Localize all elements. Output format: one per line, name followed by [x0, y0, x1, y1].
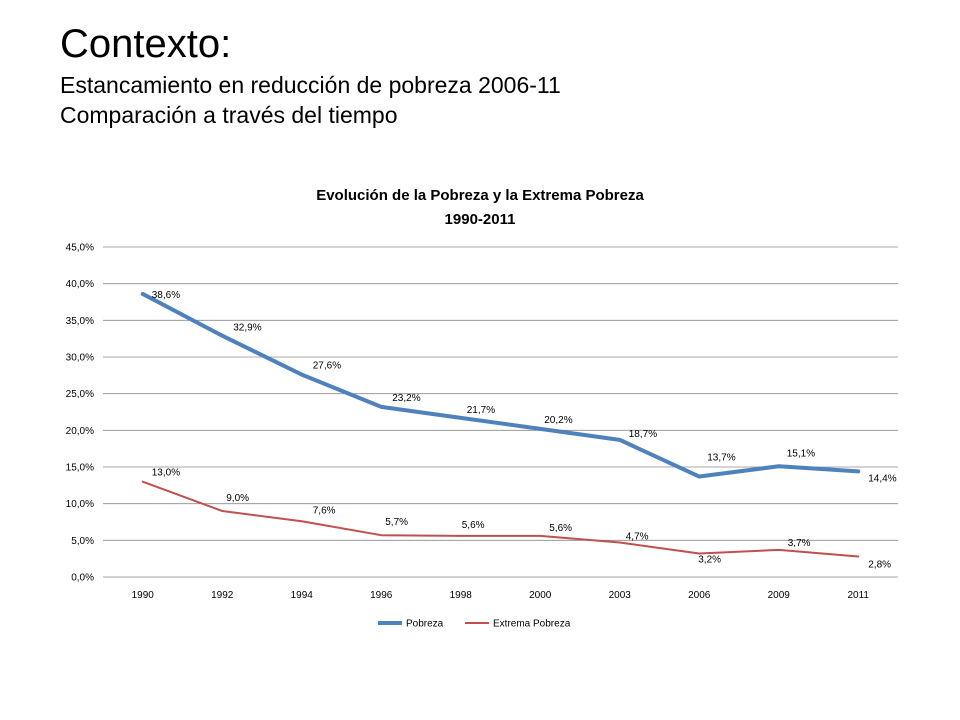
- x-tick-label: 1994: [291, 590, 314, 601]
- x-axis: 1990 1992 1994 1996 1998 2000 2003 2006 2009 2011: [132, 590, 870, 601]
- y-tick-label: 10,0%: [66, 499, 94, 510]
- data-label: 2,8%: [868, 559, 891, 570]
- x-tick-label: 2009: [768, 590, 791, 601]
- data-label: 15,1%: [787, 448, 815, 459]
- data-label: 32,9%: [233, 323, 261, 334]
- series-line: [141, 480, 860, 558]
- chart-gridlines: [103, 246, 898, 578]
- y-tick-label: 40,0%: [66, 279, 94, 290]
- data-label: 13,7%: [707, 453, 735, 464]
- data-label: 18,7%: [629, 429, 657, 440]
- y-tick-label: 35,0%: [66, 316, 94, 327]
- data-label: 7,6%: [313, 505, 336, 516]
- x-tick-label: 1998: [450, 590, 473, 601]
- y-tick-label: 45,0%: [66, 243, 94, 254]
- legend-item: Extrema Pobreza: [465, 619, 571, 630]
- chart-legend: Pobreza Extrema Pobreza: [378, 619, 571, 630]
- data-label: 14,4%: [868, 473, 896, 484]
- slide-subtitle: Estancamiento en reducción de pobreza 20…: [60, 70, 561, 130]
- x-tick-label: 2011: [847, 590, 869, 601]
- y-tick-label: 0,0%: [71, 573, 94, 584]
- chart-series: 38,6% 32,9% 27,6% 23,2% 21,7% 20,2% 18,7% 13,7%…: [140, 290, 897, 570]
- data-label: 3,2%: [698, 555, 721, 566]
- y-tick-label: 20,0%: [66, 426, 94, 437]
- data-label: 20,2%: [544, 415, 572, 426]
- y-tick-label: 5,0%: [71, 536, 94, 547]
- x-tick-label: 1996: [370, 590, 393, 601]
- data-label: 5,6%: [462, 520, 485, 531]
- legend-label: Pobreza: [406, 619, 444, 630]
- x-tick-label: 1992: [211, 590, 234, 601]
- y-axis: 0,0% 5,0% 10,0% 15,0% 20,0% 25,0% 30,0% 35,0% 40…: [66, 243, 94, 584]
- chart-subtitle: 1990-2011: [445, 211, 516, 228]
- x-tick-label: 2006: [688, 590, 711, 601]
- data-label: 23,2%: [392, 393, 420, 404]
- x-tick-label: 2000: [529, 590, 552, 601]
- y-tick-label: 15,0%: [66, 463, 94, 474]
- chart-title: Evolución de la Pobreza y la Extrema Pob…: [316, 187, 644, 204]
- slide-title: Contexto:: [60, 22, 232, 66]
- series-extrema-pobreza: 13,0% 9,0% 7,6% 5,7% 5,6% 5,6% 4,7% 3,2% 3,7% 2,8…: [141, 468, 891, 570]
- series-pobreza: 38,6% 32,9% 27,6% 23,2% 21,7% 20,2% 18,7% 13,7%…: [140, 290, 897, 484]
- x-tick-label: 2003: [609, 590, 632, 601]
- data-label: 27,6%: [313, 361, 341, 372]
- series-line: [140, 291, 861, 479]
- data-label: 9,0%: [226, 493, 249, 504]
- data-label: 4,7%: [626, 532, 649, 543]
- data-label: 3,7%: [788, 538, 811, 549]
- data-label: 38,6%: [152, 290, 180, 301]
- data-label: 5,7%: [385, 517, 408, 528]
- y-tick-label: 25,0%: [66, 389, 94, 400]
- data-label: 21,7%: [467, 405, 495, 416]
- legend-item: Pobreza: [378, 619, 444, 630]
- y-tick-label: 30,0%: [66, 353, 94, 364]
- data-label: 13,0%: [152, 468, 180, 479]
- data-label: 5,6%: [549, 523, 572, 534]
- slide-subtitle-line-2: Comparación a través del tiempo: [60, 102, 398, 128]
- legend-label: Extrema Pobreza: [493, 619, 571, 630]
- x-tick-label: 1990: [132, 590, 155, 601]
- slide-subtitle-line-1: Estancamiento en reducción de pobreza 20…: [60, 72, 561, 98]
